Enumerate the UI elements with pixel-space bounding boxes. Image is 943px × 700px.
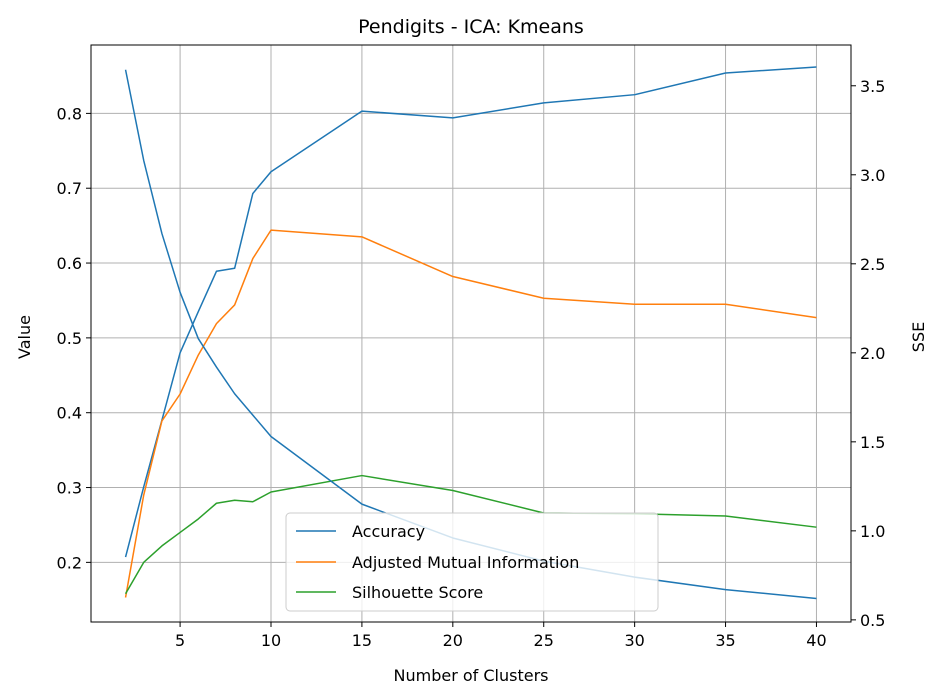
y-right-tick-label: 0.5 [860, 611, 885, 630]
y-axis-right: 0.5 1.0 1.5 2.0 2.5 3.0 3.5 [851, 77, 885, 630]
y-right-tick-label: 1.0 [860, 522, 885, 541]
y-right-tick-label: 2.0 [860, 344, 885, 363]
y-tick-label: 0.2 [57, 553, 82, 572]
x-tick-label: 25 [534, 631, 554, 650]
y-tick-label: 0.6 [57, 254, 82, 273]
y-tick-label: 0.4 [57, 404, 82, 423]
y-axis-left: 0.2 0.3 0.4 0.5 0.6 0.7 0.8 [57, 104, 91, 572]
y-tick-label: 0.8 [57, 104, 82, 123]
x-axis-label: Number of Clusters [394, 666, 549, 685]
grid [91, 45, 851, 622]
x-tick-label: 5 [175, 631, 185, 650]
legend-label-accuracy: Accuracy [352, 522, 425, 541]
y-tick-label: 0.7 [57, 179, 82, 198]
y-right-tick-label: 1.5 [860, 433, 885, 452]
ami-line [124, 229, 817, 598]
plot-frame [90, 44, 852, 623]
accuracy-line [124, 66, 817, 558]
legend-label-ami: Adjusted Mutual Information [352, 553, 579, 572]
chart-title: Pendigits - ICA: Kmeans [358, 16, 584, 38]
x-tick-label: 20 [443, 631, 463, 650]
x-tick-label: 35 [715, 631, 735, 650]
legend-box [285, 512, 659, 612]
y-right-tick-label: 3.0 [860, 166, 885, 185]
legend: Accuracy Adjusted Mutual Information Sil… [285, 512, 659, 612]
x-axis: 5 10 15 20 25 30 35 40 [175, 622, 827, 650]
y-axis-right-label: SSE [909, 322, 928, 352]
y-right-tick-label: 2.5 [860, 255, 885, 274]
y-tick-label: 0.5 [57, 329, 82, 348]
x-tick-label: 10 [261, 631, 281, 650]
x-tick-label: 15 [352, 631, 372, 650]
x-tick-label: 40 [806, 631, 826, 650]
y-axis-label: Value [15, 315, 34, 359]
y-tick-label: 0.3 [57, 479, 82, 498]
legend-label-silhouette: Silhouette Score [352, 583, 483, 602]
y-right-tick-label: 3.5 [860, 77, 885, 96]
x-tick-label: 30 [624, 631, 644, 650]
